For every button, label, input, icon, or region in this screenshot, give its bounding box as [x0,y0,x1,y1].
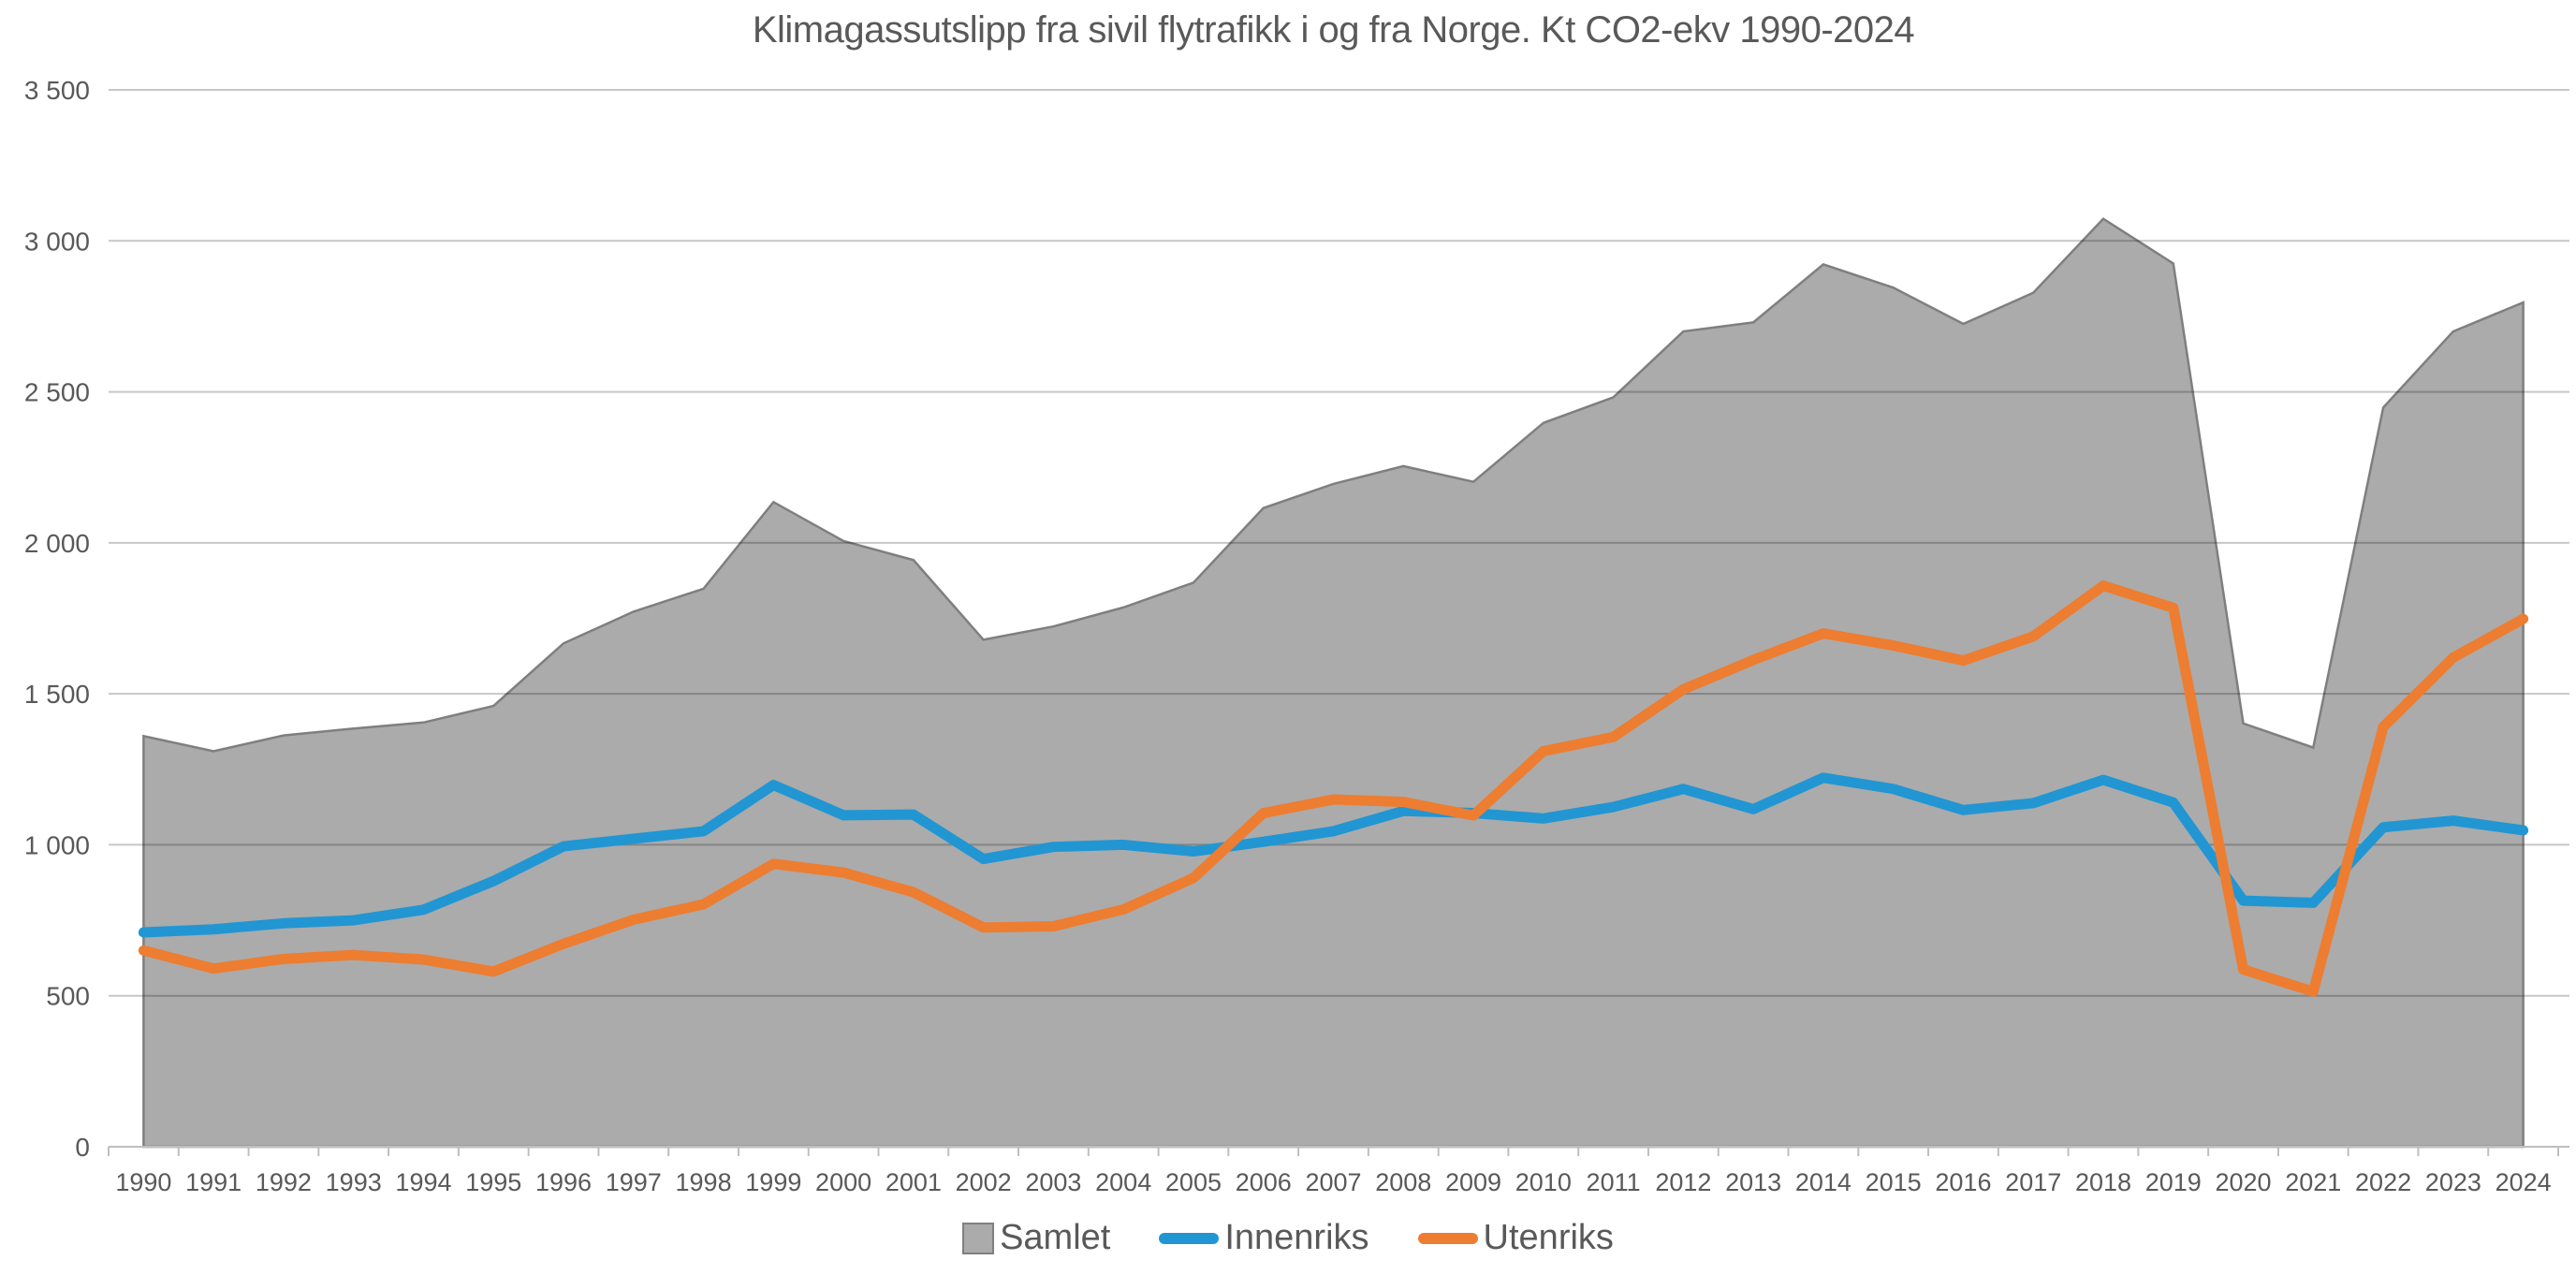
x-axis-label: 2010 [1515,1168,1572,1196]
x-axis-label: 2023 [2425,1168,2481,1196]
x-axis-label: 2018 [2075,1168,2131,1196]
x-axis-label: 2000 [815,1168,871,1196]
x-axis-label: 2007 [1305,1168,1361,1196]
x-axis-label: 2022 [2355,1168,2411,1196]
x-axis-label: 2021 [2285,1168,2341,1196]
legend-label-utenriks: Utenriks [1483,1218,1614,1257]
samlet-area-swatch-icon [962,1222,995,1254]
innenriks-line-swatch-icon [1159,1232,1220,1244]
x-axis-label: 2004 [1095,1168,1151,1196]
x-axis-label: 1995 [465,1168,521,1196]
x-axis-label: 2024 [2496,1168,2552,1196]
legend-item-utenriks: Utenriks [1417,1218,1614,1258]
y-axis-label: 3 000 [24,227,90,256]
x-axis-label: 2014 [1795,1168,1852,1196]
legend-label-innenriks: Innenriks [1224,1218,1369,1257]
x-axis-label: 2012 [1655,1168,1711,1196]
legend: Samlet Innenriks Utenriks [0,1218,2576,1258]
x-axis-label: 2008 [1375,1168,1431,1196]
x-axis-label: 1999 [745,1168,801,1196]
legend-item-innenriks: Innenriks [1159,1218,1369,1258]
x-axis-label: 1998 [676,1168,732,1196]
innenriks-line-series [138,772,2529,938]
y-axis-label: 0 [75,1133,90,1162]
y-axis-label: 2 500 [24,378,90,407]
x-axis-label: 2020 [2215,1168,2271,1196]
x-axis-label: 1992 [256,1168,312,1196]
y-axis-label: 500 [46,982,90,1011]
x-axis-label: 2017 [2005,1168,2061,1196]
x-axis-label: 2011 [1587,1168,1641,1196]
x-axis-label: 1990 [115,1168,171,1196]
legend-label-samlet: Samlet [1000,1218,1111,1257]
x-axis-label: 1991 [185,1168,242,1196]
x-axis-label: 2019 [2145,1168,2202,1196]
x-axis-label: 2006 [1236,1168,1292,1196]
x-axis-label: 2015 [1866,1168,1922,1196]
x-axis-label: 2009 [1445,1168,1501,1196]
samlet-area-series [142,217,2525,1149]
x-axis-label: 1997 [606,1168,662,1196]
utenriks-line-swatch-icon [1417,1232,1478,1244]
x-axis-label: 2005 [1165,1168,1222,1196]
utenriks-line-series [138,580,2529,997]
legend-item-samlet: Samlet [962,1218,1110,1258]
x-axis-label: 1993 [326,1168,382,1196]
x-axis-label: 2013 [1725,1168,1781,1196]
chart-title: Klimagassutslipp fra sivil flytrafikk i … [752,9,1915,51]
y-axis-label: 2 000 [24,529,90,558]
y-axis-label: 1 000 [24,830,90,859]
x-axis-label: 2002 [956,1168,1012,1196]
x-axis-label: 2003 [1025,1168,1081,1196]
x-axis-label: 1994 [395,1168,451,1196]
x-axis-label: 1996 [535,1168,592,1196]
x-axis-label: 2016 [1935,1168,1991,1196]
y-axis-label: 3 500 [24,76,90,105]
x-axis-label: 2001 [886,1168,942,1196]
y-axis-label: 1 500 [24,680,90,709]
